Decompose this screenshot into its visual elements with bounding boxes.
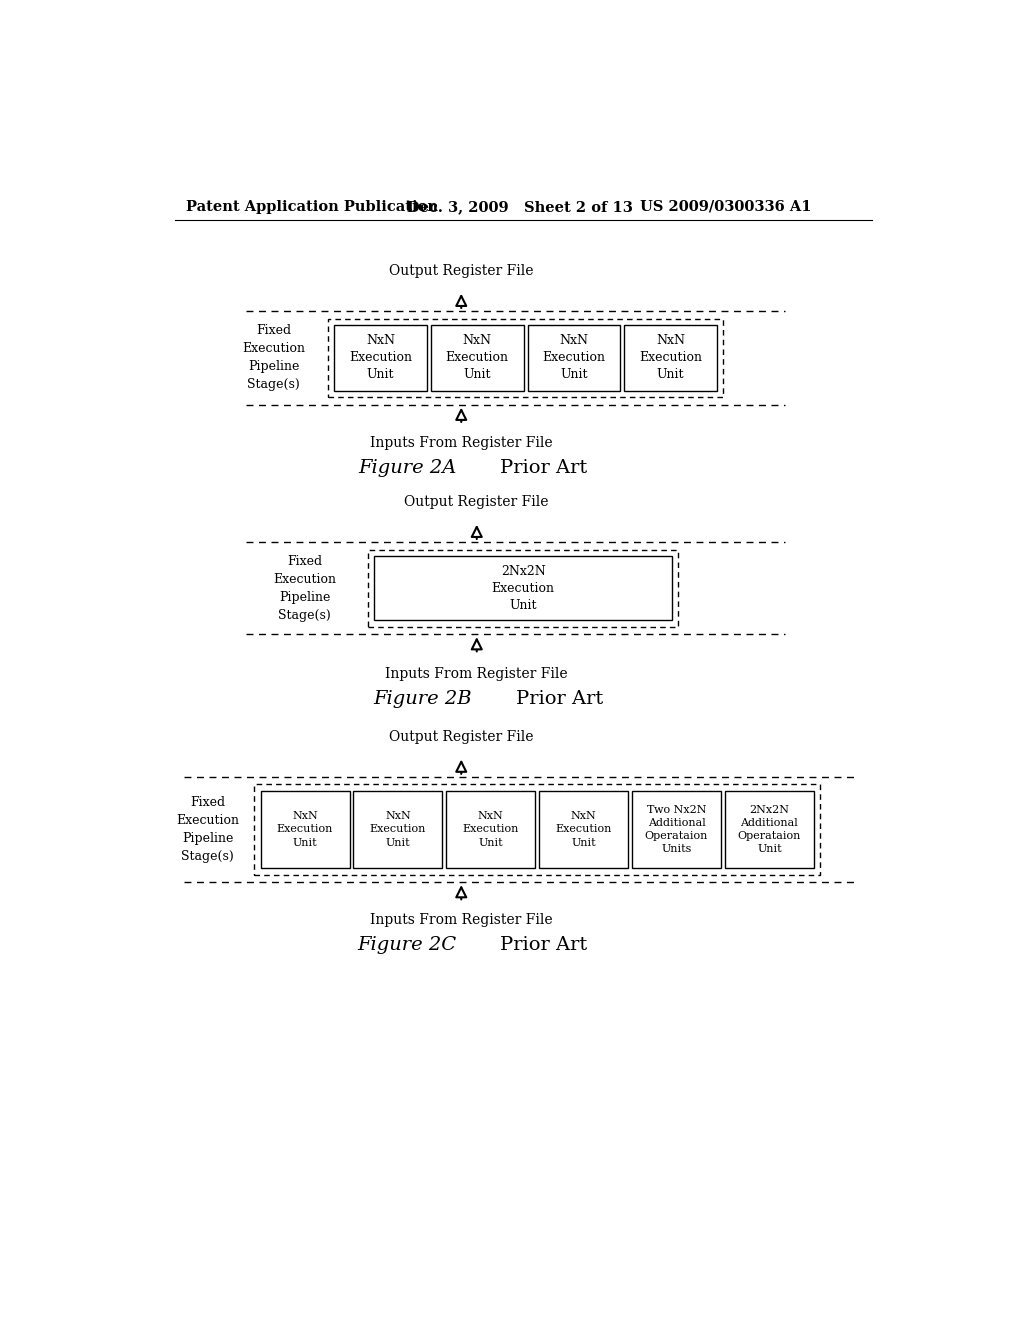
Text: Fixed
Execution
Pipeline
Stage(s): Fixed Execution Pipeline Stage(s) (176, 796, 240, 863)
Text: Figure 2A: Figure 2A (357, 459, 456, 477)
Bar (254, 784, 820, 875)
Bar (540, 791, 628, 869)
Text: 2Nx2N
Additional
Operataion
Unit: 2Nx2N Additional Operataion Unit (737, 805, 801, 854)
Bar (431, 325, 523, 391)
Text: Fixed
Execution
Pipeline
Stage(s): Fixed Execution Pipeline Stage(s) (243, 325, 305, 391)
Text: Patent Application Publication: Patent Application Publication (186, 199, 438, 214)
Text: 2Nx2N
Execution
Unit: 2Nx2N Execution Unit (492, 565, 555, 611)
Text: NxN
Execution
Unit: NxN Execution Unit (463, 812, 519, 847)
Text: NxN
Execution
Unit: NxN Execution Unit (555, 812, 611, 847)
Text: NxN
Execution
Unit: NxN Execution Unit (639, 334, 702, 381)
Text: Output Register File: Output Register File (389, 730, 534, 743)
Text: Two Nx2N
Additional
Operataion
Units: Two Nx2N Additional Operataion Units (645, 805, 709, 854)
Text: US 2009/0300336 A1: US 2009/0300336 A1 (640, 199, 811, 214)
Bar (527, 325, 621, 391)
Text: Fixed
Execution
Pipeline
Stage(s): Fixed Execution Pipeline Stage(s) (273, 554, 336, 622)
Text: NxN
Execution
Unit: NxN Execution Unit (543, 334, 605, 381)
Bar (334, 325, 427, 391)
Bar (328, 318, 723, 397)
Text: NxN
Execution
Unit: NxN Execution Unit (445, 334, 509, 381)
Bar (369, 549, 678, 627)
Text: Output Register File: Output Register File (389, 264, 534, 277)
Text: Prior Art: Prior Art (515, 689, 603, 708)
Text: Inputs From Register File: Inputs From Register File (385, 667, 568, 681)
Text: NxN
Execution
Unit: NxN Execution Unit (370, 812, 426, 847)
Bar (353, 791, 442, 869)
Text: Dec. 3, 2009   Sheet 2 of 13: Dec. 3, 2009 Sheet 2 of 13 (407, 199, 633, 214)
Text: Prior Art: Prior Art (500, 459, 587, 477)
Text: Prior Art: Prior Art (500, 936, 587, 954)
Bar (625, 325, 717, 391)
Text: NxN
Execution
Unit: NxN Execution Unit (349, 334, 412, 381)
Text: Output Register File: Output Register File (404, 495, 549, 508)
Bar (446, 791, 536, 869)
Bar (632, 791, 721, 869)
Text: NxN
Execution
Unit: NxN Execution Unit (276, 812, 333, 847)
Bar (725, 791, 814, 869)
Text: Figure 2B: Figure 2B (373, 689, 472, 708)
Text: Inputs From Register File: Inputs From Register File (370, 436, 553, 450)
Text: Inputs From Register File: Inputs From Register File (370, 913, 553, 927)
Text: Figure 2C: Figure 2C (357, 936, 457, 954)
Bar (260, 791, 349, 869)
Bar (375, 556, 672, 620)
